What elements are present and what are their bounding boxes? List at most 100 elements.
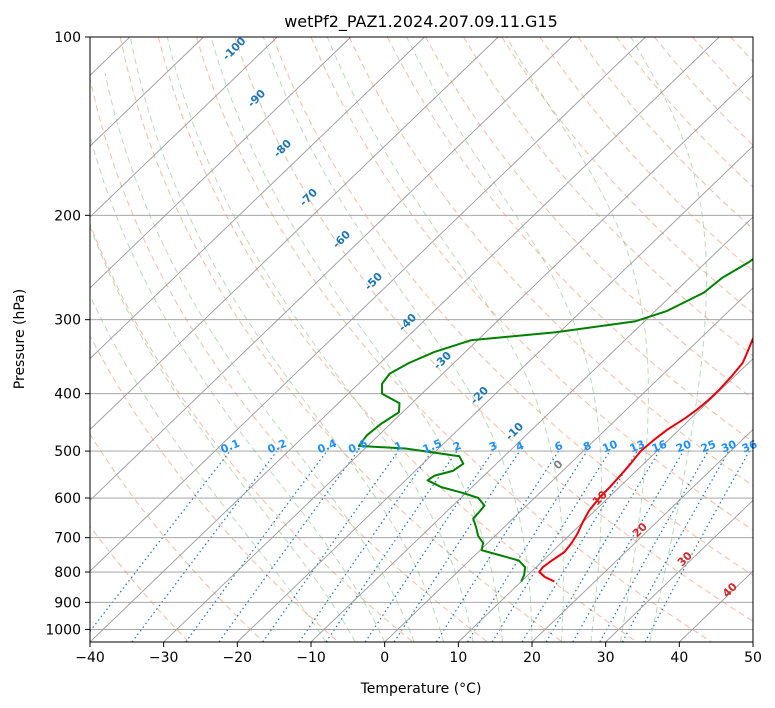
isotherm-label: -80 [271, 137, 294, 160]
temperature-line [538, 336, 753, 583]
isotherm-label: -60 [330, 228, 353, 251]
moist-adiabat [210, 37, 503, 642]
y-tick-label: 100 [54, 30, 81, 46]
mixing-ratio-label: 16 [650, 437, 669, 455]
mixing-ratio-line [262, 450, 399, 642]
dry-adiabat [692, 37, 753, 105]
x-tick-label: 50 [744, 650, 762, 666]
mixing-ratio-label: 13 [628, 438, 647, 456]
mixing-ratio-line [435, 450, 560, 642]
y-axis-label: Pressure (hPa) [12, 289, 28, 389]
dry-adiabat [310, 37, 753, 531]
dry-adiabat [615, 37, 753, 188]
moist-adiabat [630, 37, 707, 642]
isotherm-label: -90 [245, 87, 268, 110]
isotherm [310, 216, 753, 642]
mixing-ratio-label: 20 [674, 437, 693, 455]
x-tick-label: 0 [380, 650, 389, 666]
dry-adiabat [769, 37, 775, 642]
x-tick-label: −40 [75, 650, 105, 666]
mixing-ratio-line [393, 450, 521, 642]
dry-adiabat [90, 433, 264, 642]
mixing-ratio-label: 1 [393, 439, 405, 454]
mixing-ratio-label: 36 [740, 437, 759, 455]
dry-adiabat [348, 37, 753, 487]
moist-adiabat [104, 72, 415, 642]
y-axis: 100 200 300 400 500 600 700 800 900 1000 [45, 30, 90, 638]
moist-adiabat [90, 294, 327, 642]
y-tick-label: 200 [54, 208, 81, 224]
mixing-ratio-label: 0.6 [346, 437, 369, 456]
moist-adiabat [505, 37, 649, 642]
mixing-ratio-label: 10 [600, 437, 619, 455]
x-tick-label: 40 [670, 650, 688, 666]
mixing-ratio-label: 6 [553, 439, 565, 454]
y-tick-label: 300 [54, 313, 81, 329]
y-tick-label: 500 [54, 444, 81, 460]
isotherm [752, 641, 753, 642]
isotherm-label: 40 [720, 580, 740, 600]
isotherm [90, 37, 204, 147]
isotherm-label: 30 [675, 549, 695, 569]
x-axis-label: Temperature (°C) [360, 681, 482, 697]
mixing-ratio-line [325, 450, 458, 642]
moist-adiabat [326, 37, 564, 642]
isotherm [90, 37, 278, 218]
mixing-ratio-line [466, 450, 588, 642]
dry-adiabat [386, 37, 753, 443]
isotherm [531, 428, 753, 642]
mixing-ratio-line [621, 450, 730, 642]
moist-adiabat [90, 225, 356, 642]
isotherm [90, 37, 720, 642]
dry-adiabat [425, 37, 753, 400]
isotherm-label: -100 [220, 34, 249, 63]
background-lines [90, 37, 775, 642]
isotherm-label: -40 [396, 311, 419, 334]
mixing-ratio-line [364, 450, 494, 642]
mixing-ratio-label: 0.2 [266, 437, 289, 456]
dry-adiabat [90, 525, 190, 642]
dry-adiabat [501, 37, 753, 314]
mixing-ratio-label: 2 [451, 439, 463, 454]
mixing-ratio-line [521, 450, 638, 642]
dry-adiabat [272, 37, 753, 577]
mixing-ratio-label: 0.4 [316, 437, 339, 456]
isotherm-label: -70 [297, 186, 320, 209]
x-tick-label: −10 [296, 650, 326, 666]
mixing-ratio-label: 25 [699, 438, 718, 456]
dry-adiabat [539, 37, 753, 272]
moist-adiabat [90, 134, 386, 642]
moist-adiabat [262, 37, 533, 642]
dry-adiabat [90, 222, 414, 642]
mixing-ratio-line [298, 450, 433, 642]
mixing-ratio-label: 0.1 [219, 437, 242, 456]
dry-adiabat [234, 37, 753, 622]
gridlines [0, 37, 753, 642]
isotherm [237, 145, 753, 642]
mixing-ratio-label: 4 [514, 439, 526, 454]
plot-frame [89, 36, 754, 643]
isotherm-label: 20 [630, 520, 650, 540]
mixing-ratio-line [644, 450, 750, 642]
profile-lines [357, 257, 753, 583]
dry-adiabat [90, 76, 488, 642]
x-tick-label: −20 [223, 650, 253, 666]
y-tick-label: 700 [54, 531, 81, 547]
isotherm [679, 570, 753, 642]
dry-adiabat [119, 37, 563, 642]
dry-adiabat [90, 334, 339, 642]
x-tick-label: 20 [523, 650, 541, 666]
isotherm-label: -50 [362, 270, 385, 293]
isotherm [90, 37, 499, 431]
isotherm [0, 37, 56, 642]
isotherm [458, 358, 753, 642]
mixing-ratio-line [90, 450, 231, 633]
line-labels: 0.1 0.2 0.4 0.6 1 1.5 2 3 4 6 8 10 13 16 20 25 30 36-100-… [219, 34, 760, 600]
dry-adiabat [463, 37, 753, 357]
x-axis: −40 −30 −20 −10 0 10 20 30 40 50 [75, 642, 762, 666]
x-tick-label: 30 [597, 650, 615, 666]
mixing-ratio-line [545, 450, 660, 642]
x-tick-label: 10 [449, 650, 467, 666]
y-tick-label: 800 [54, 565, 81, 581]
